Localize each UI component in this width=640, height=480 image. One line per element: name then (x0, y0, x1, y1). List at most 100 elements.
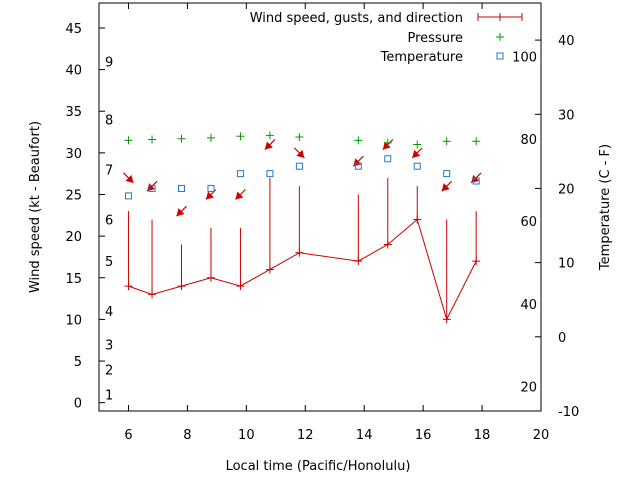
temperature-point (413, 162, 421, 170)
wind-speed-point (124, 282, 133, 291)
temperature-point (266, 170, 274, 178)
beaufort-label: 7 (105, 164, 113, 179)
y-tick-label: 35 (65, 105, 82, 120)
legend-swatch-pressure (496, 33, 504, 41)
temperature-point (148, 184, 156, 192)
wind-speed-point (236, 282, 245, 291)
wind-direction-arrow-head (296, 149, 305, 158)
y-tick-label: 45 (65, 22, 82, 37)
y-tick-label: 20 (65, 230, 82, 245)
beaufort-label: 8 (105, 114, 113, 129)
y-tick-label: 40 (65, 64, 82, 79)
y2-tick-label: 30 (558, 108, 575, 123)
x-axis-label: Local time (Pacific/Honolulu) (226, 459, 411, 474)
plot-frame (98, 2, 542, 412)
y2-tick-label: 10 (558, 257, 575, 272)
wind-speed-point (295, 248, 304, 257)
x-tick-label: 8 (183, 428, 191, 443)
beaufort-label: 6 (105, 213, 113, 228)
temperature-point (443, 170, 451, 178)
beaufort-label: 2 (105, 363, 113, 378)
wind-direction-arrow-head (125, 174, 134, 183)
legend-label-pressure: Pressure (407, 31, 463, 46)
fahrenheit-label: 60 (520, 215, 537, 230)
wind-speed-point (442, 315, 451, 324)
beaufort-label: 9 (105, 55, 113, 70)
wind-speed-point (148, 290, 157, 299)
fahrenheit-label: 20 (520, 381, 537, 396)
beaufort-label: 3 (105, 338, 113, 353)
plot-area: 6 8 10 12 14 16 18 20051015202530354045-1001020… (65, 2, 579, 443)
x-tick-label: 14 (356, 428, 373, 443)
wind-direction-arrow-head (441, 183, 450, 192)
x-tick-label: 6 (124, 428, 132, 443)
temperature-point (236, 170, 244, 178)
temperature-point (354, 162, 362, 170)
y2-tick-label: 0 (558, 331, 566, 346)
wind-direction-arrow (293, 147, 305, 159)
wind-speed-point (354, 257, 363, 266)
y-tick-label: 10 (65, 313, 82, 328)
wind-direction-arrow-head (176, 208, 185, 217)
wind-speed-point (206, 273, 215, 282)
pressure-point (236, 132, 245, 141)
y2-tick-label: -10 (558, 405, 579, 420)
wind-direction-arrow-head (264, 141, 273, 150)
wind-speed-line (128, 218, 477, 321)
wind-speed-point (265, 265, 274, 274)
pressure-point (413, 140, 422, 149)
wind-direction-arrow-head (205, 191, 214, 200)
wind-speed-point (177, 282, 186, 291)
wind-direction-arrow (123, 172, 134, 184)
pressure-point (472, 137, 481, 146)
beaufort-label: 1 (105, 388, 113, 403)
wind-direction-arrow (411, 147, 423, 159)
wind-direction-arrow-head (412, 149, 421, 158)
temperature-point (384, 155, 392, 163)
fahrenheit-label: 40 (520, 298, 537, 313)
pressure-point (206, 133, 215, 142)
y-tick-label: 25 (65, 189, 82, 204)
wind-direction-arrow (441, 180, 453, 192)
pressure-point (177, 134, 186, 143)
temperature-point (178, 184, 186, 192)
y-axis-label: Wind speed (kt - Beaufort) (28, 121, 43, 293)
x-tick-label: 16 (415, 428, 432, 443)
x-tick-label: 20 (533, 428, 550, 443)
legend-swatch-temperature (496, 52, 504, 60)
y-tick-label: 15 (65, 272, 82, 287)
temperature-point (472, 177, 480, 185)
legend-label-wind: Wind speed, gusts, and direction (250, 11, 463, 26)
y2-tick-label: 20 (558, 182, 575, 197)
pressure-point (265, 131, 274, 140)
pressure-point (124, 136, 133, 145)
wind-speed-point (472, 257, 481, 266)
y-tick-label: 5 (74, 355, 82, 370)
x-tick-label: 10 (238, 428, 255, 443)
y2-axis-label: Temperature (C - F) (598, 144, 613, 271)
y-tick-label: 30 (65, 147, 82, 162)
pressure-point (295, 133, 304, 142)
y2-tick-label: 40 (558, 34, 575, 49)
x-tick-label: 12 (297, 428, 314, 443)
pressure-point (383, 138, 392, 147)
pressure-point (442, 137, 451, 146)
pressure-point (354, 136, 363, 145)
fahrenheit-label: 100 (512, 50, 537, 65)
pressure-point (148, 135, 157, 144)
legend-label-temperature: Temperature (380, 50, 463, 65)
fahrenheit-label: 80 (520, 133, 537, 148)
y-tick-label: 0 (74, 397, 82, 412)
wind-speed-point (413, 215, 422, 224)
temperature-point (124, 192, 132, 200)
wind-speed-point (383, 240, 392, 249)
wind-direction-arrow (235, 189, 246, 200)
x-tick-label: 18 (474, 428, 491, 443)
wind-direction-arrow-head (382, 141, 391, 150)
beaufort-label: 4 (105, 305, 113, 320)
legend: Wind speed, gusts, and direction Pressur… (250, 11, 523, 65)
wind-direction-arrow (176, 205, 187, 217)
wind-direction-arrow (264, 139, 276, 150)
series-layer (123, 131, 482, 324)
